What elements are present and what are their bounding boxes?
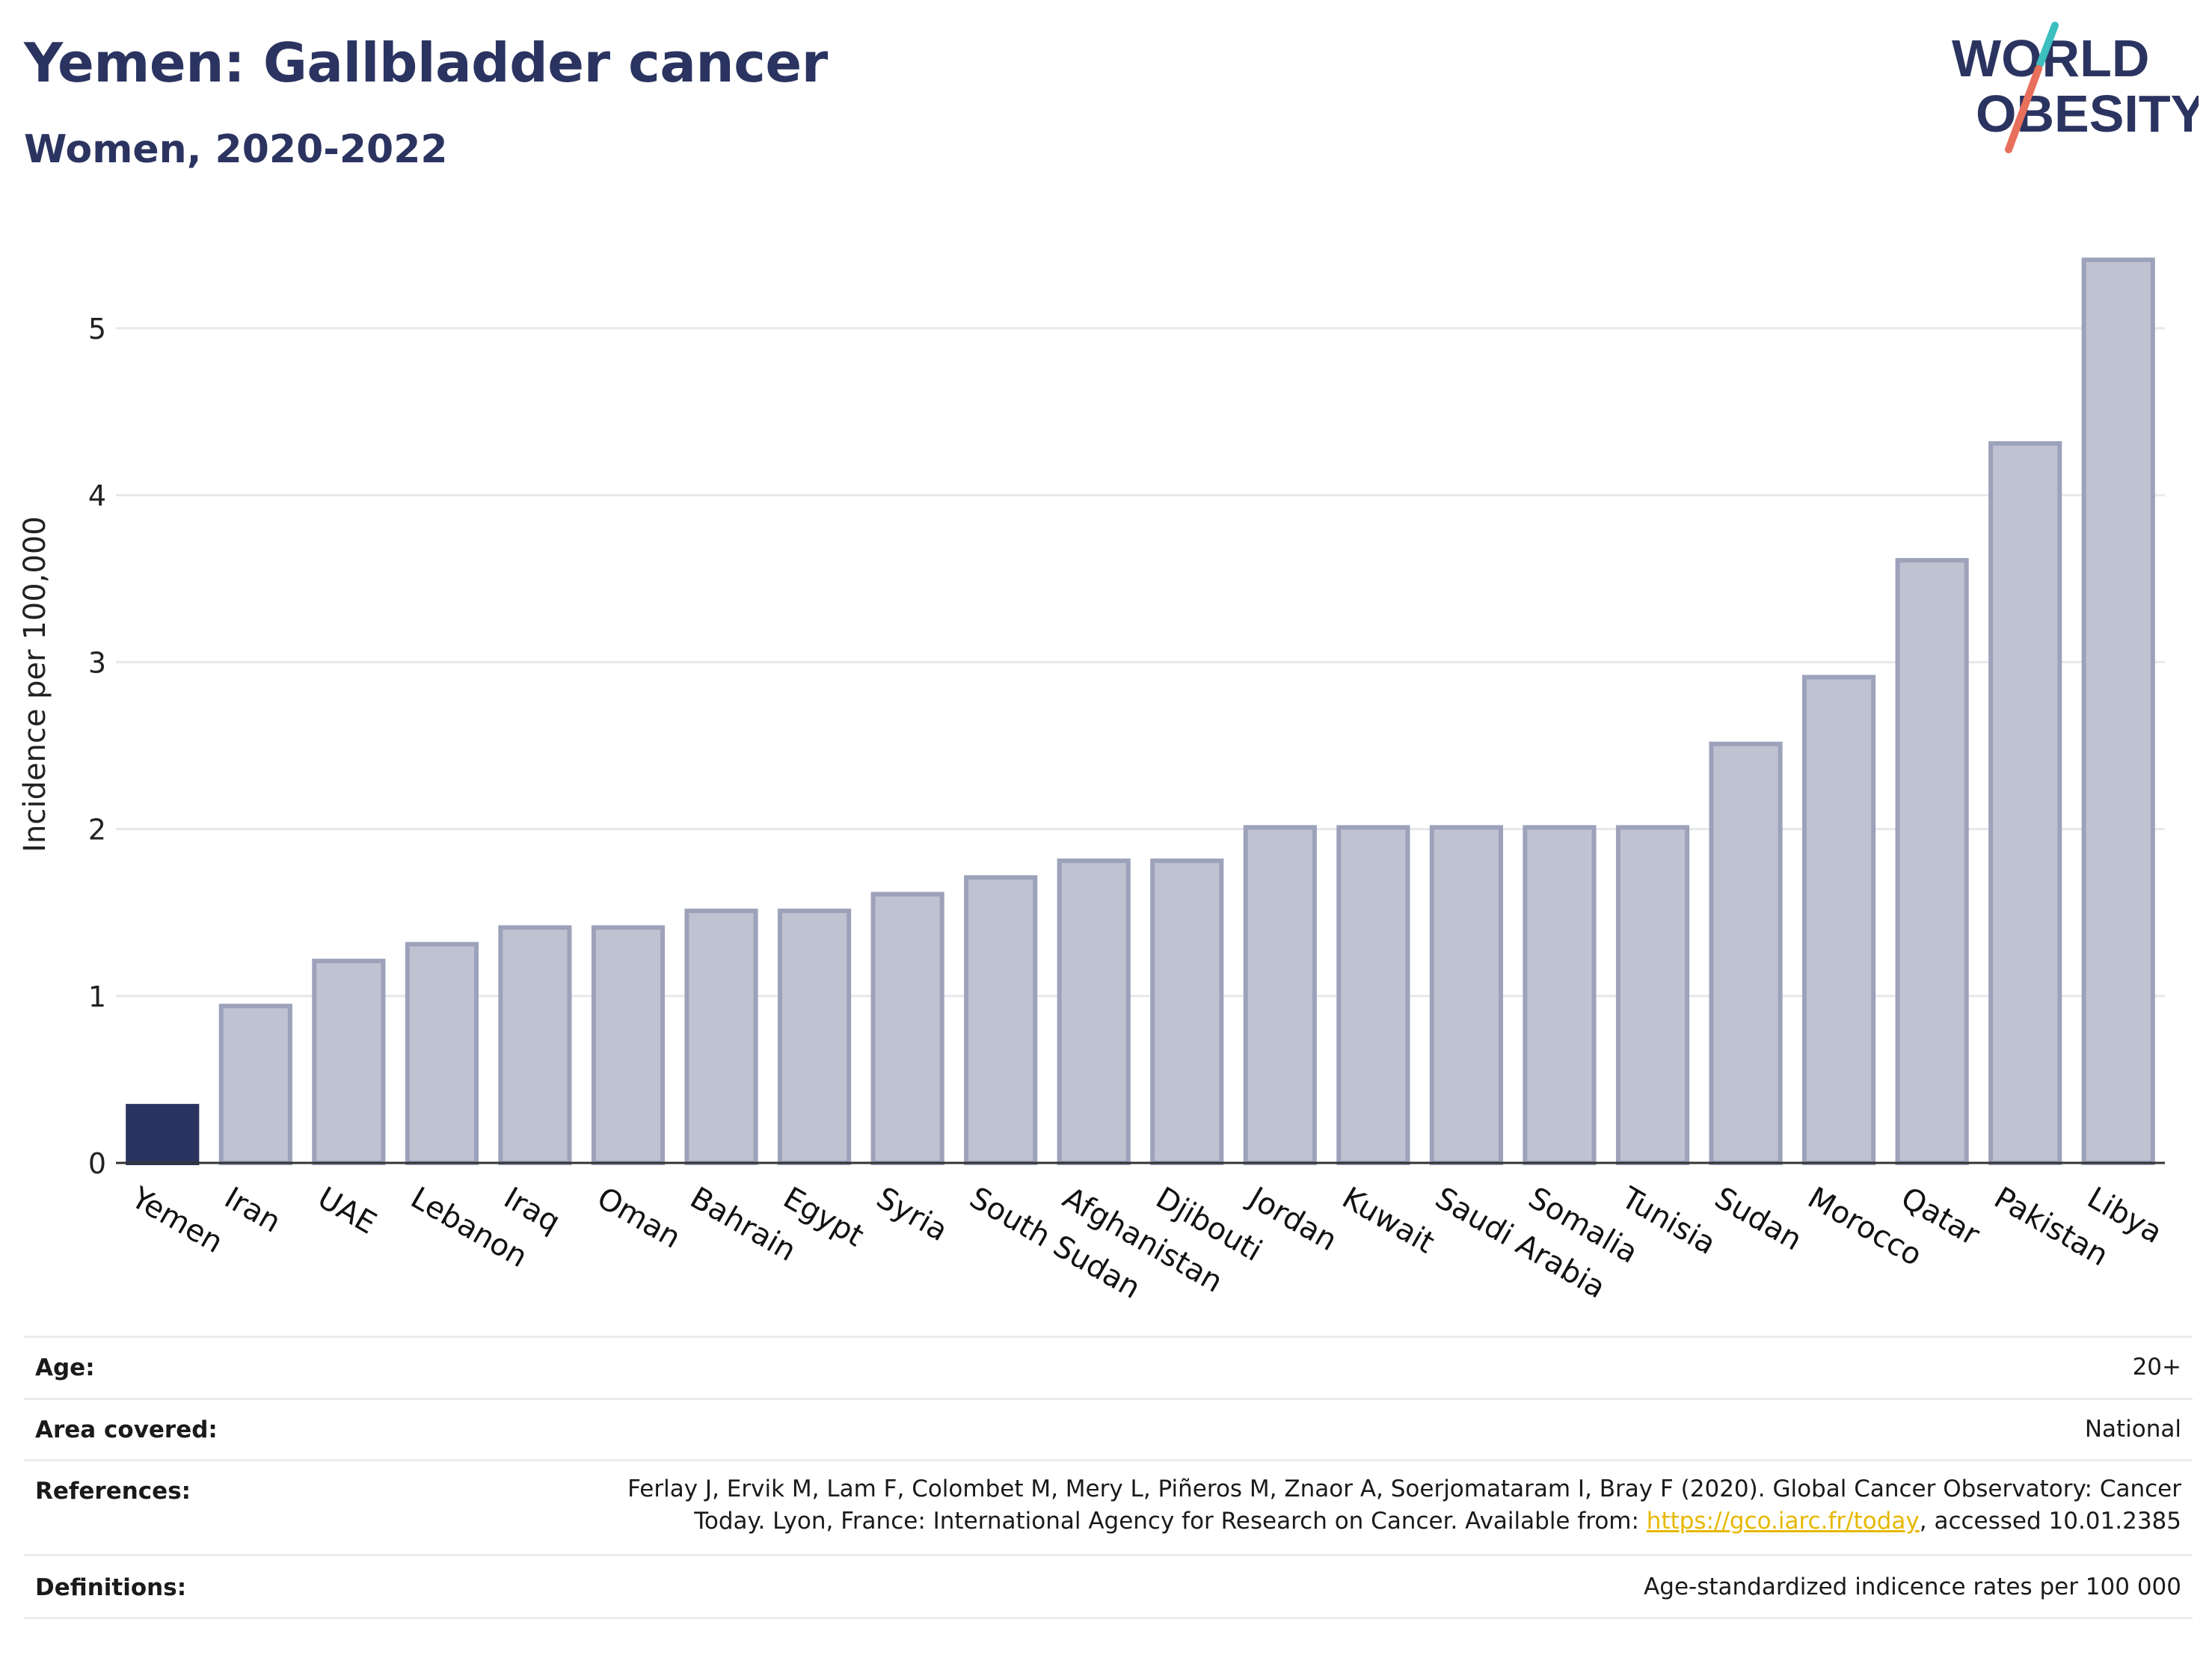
references-label: References: — [35, 1478, 191, 1505]
logo-slash-teal — [2036, 22, 2059, 68]
bar-lebanon[interactable] — [405, 942, 479, 1165]
bar-somalia[interactable] — [1523, 825, 1597, 1165]
x-tick-label: Yemen — [125, 1180, 229, 1260]
x-tick-label: Syria — [870, 1181, 953, 1248]
bar-tunisia[interactable] — [1615, 825, 1690, 1165]
bar-afghanistan[interactable] — [1057, 858, 1131, 1166]
bar-syria[interactable] — [870, 891, 944, 1165]
y-tick-label: 4 — [88, 479, 106, 512]
age-label: Age: — [35, 1354, 95, 1381]
y-axis-ticks: 0 1 2 3 4 5 — [88, 313, 106, 1180]
y-tick-label: 0 — [88, 1147, 106, 1180]
x-tick-label: Oman — [592, 1181, 686, 1256]
bar-sudan[interactable] — [1709, 741, 1783, 1165]
logo-slash-coral — [2005, 65, 2042, 153]
y-tick-label: 2 — [88, 814, 106, 847]
bar-kuwait[interactable] — [1336, 825, 1410, 1165]
info-row-definitions: Definitions: Age-standardized indicence … — [24, 1554, 2193, 1619]
bar-iraq[interactable] — [498, 925, 572, 1165]
age-value: 20+ — [2132, 1354, 2181, 1381]
y-tick-label: 1 — [88, 980, 106, 1013]
info-row-references: References: Ferlay J, Ervik M, Lam F, Co… — [24, 1459, 2193, 1556]
bar-libya[interactable] — [2081, 257, 2155, 1165]
info-row-age: Age: 20+ — [24, 1336, 2193, 1399]
bars — [126, 257, 2155, 1166]
x-tick-label: Kuwait — [1336, 1181, 1440, 1261]
references-line2-text: Today. Lyon, France: International Agenc… — [694, 1508, 1647, 1535]
bar-morocco[interactable] — [1802, 675, 1876, 1165]
bar-djibouti[interactable] — [1150, 858, 1224, 1166]
references-line2: Today. Lyon, France: International Agenc… — [627, 1505, 2181, 1538]
info-row-area: Area covered: National — [24, 1398, 2193, 1461]
bar-qatar[interactable] — [1895, 558, 1969, 1165]
bar-yemen[interactable] — [126, 1104, 200, 1166]
bar-iran[interactable] — [218, 1004, 292, 1166]
references-accessed: , accessed 10.01.2385 — [1919, 1508, 2181, 1535]
page-subtitle: Women, 2020-2022 — [24, 127, 448, 172]
y-tick-label: 3 — [88, 646, 106, 679]
bar-saudi-arabia[interactable] — [1429, 825, 1503, 1165]
x-tick-label: Sudan — [1709, 1181, 1807, 1258]
bar-egypt[interactable] — [778, 908, 852, 1165]
bar-south-sudan[interactable] — [964, 875, 1038, 1166]
y-tick-label: 5 — [88, 313, 106, 346]
references-line1: Ferlay J, Ervik M, Lam F, Colombet M, Me… — [627, 1476, 2181, 1502]
definitions-value: Age-standardized indicence rates per 100… — [1644, 1573, 2181, 1600]
y-axis-label: Incidence per 100,000 — [18, 516, 52, 853]
bar-pakistan[interactable] — [1988, 440, 2062, 1165]
bar-uae[interactable] — [312, 958, 386, 1166]
area-value: National — [2084, 1416, 2181, 1443]
bar-oman[interactable] — [591, 925, 666, 1165]
x-tick-label: Bahrain — [684, 1181, 802, 1268]
table-bottom-border — [24, 1617, 2193, 1619]
page-title: Yemen: Gallbladder cancer — [24, 31, 828, 94]
definitions-label: Definitions: — [35, 1574, 187, 1601]
area-label: Area covered: — [35, 1416, 218, 1443]
x-tick-label: UAE — [312, 1181, 382, 1241]
references-value: Ferlay J, Ervik M, Lam F, Colombet M, Me… — [627, 1473, 2181, 1538]
references-link[interactable]: https://gco.iarc.fr/today — [1646, 1508, 1920, 1535]
world-obesity-logo: WORLD OBESITY — [1952, 22, 2199, 153]
bar-jordan[interactable] — [1243, 825, 1317, 1165]
bar-bahrain[interactable] — [684, 908, 758, 1165]
x-tick-label: Iran — [218, 1181, 286, 1240]
